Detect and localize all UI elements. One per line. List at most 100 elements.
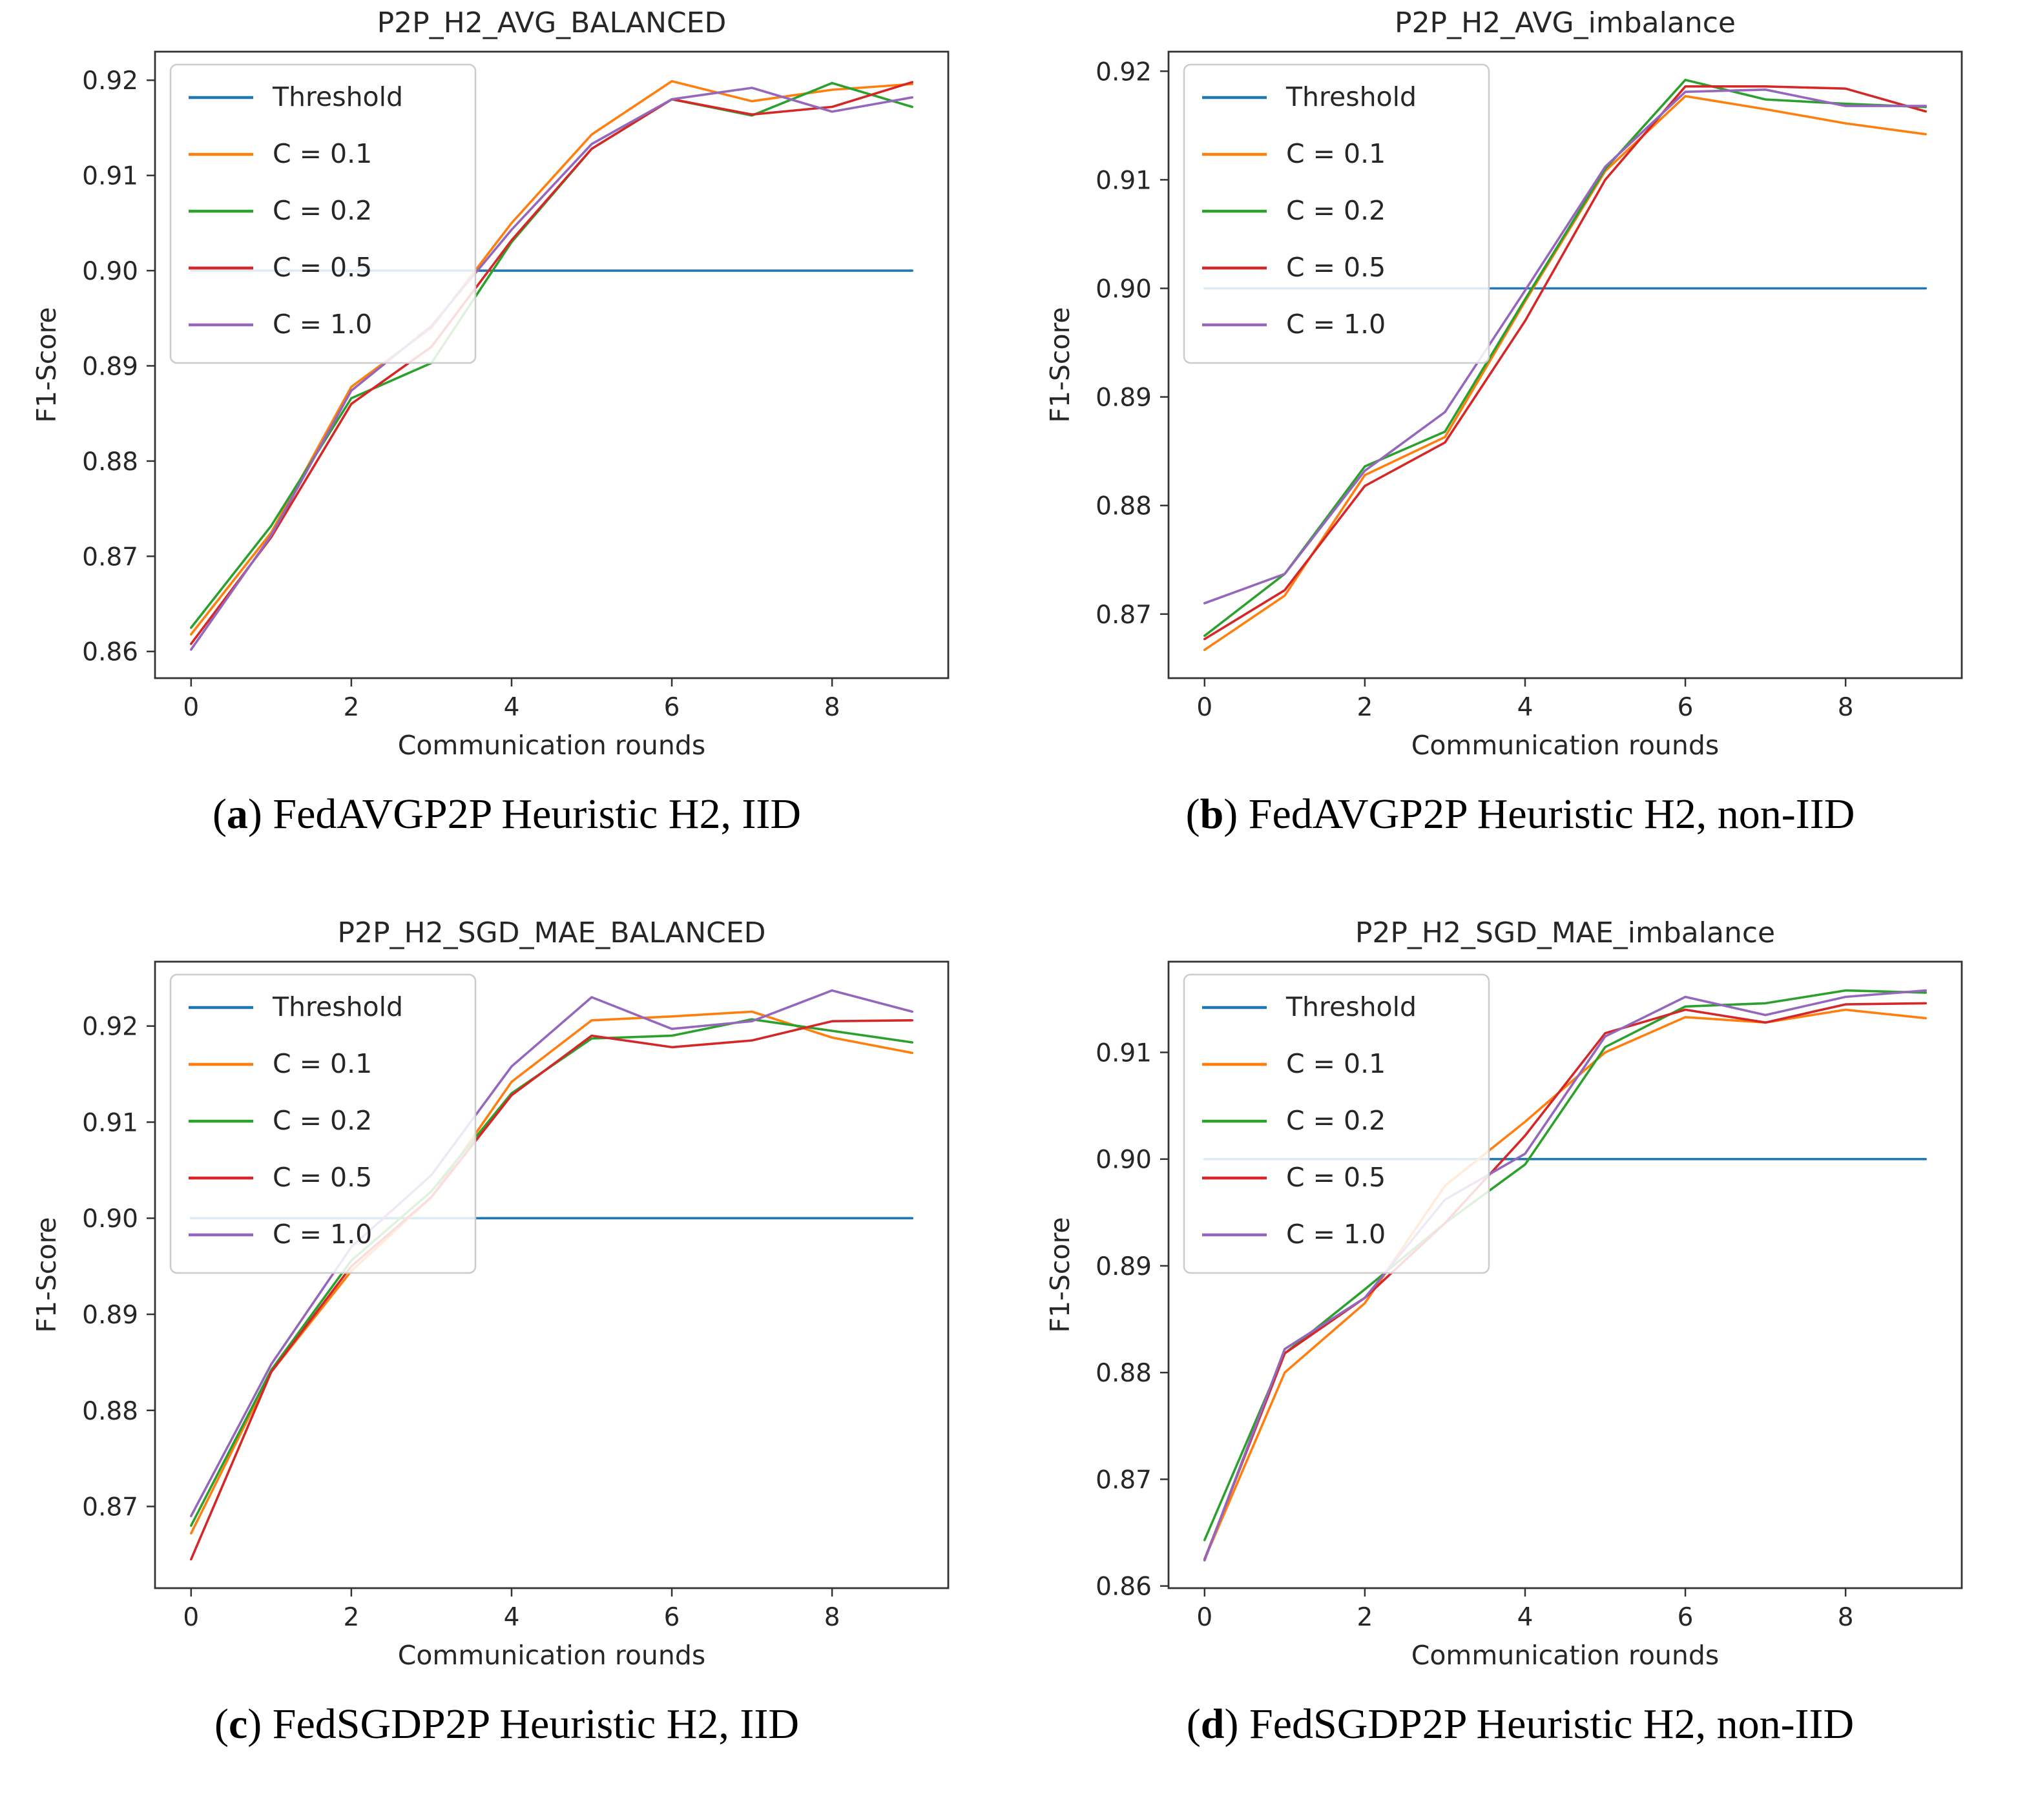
series-line-c-0.1 [1203, 1008, 1927, 1561]
x-tick-label: 8 [1838, 1603, 1854, 1632]
legend-box [1183, 973, 1490, 1274]
x-tick-label: 6 [664, 1603, 680, 1632]
line-chart-d: P2P_H2_SGD_MAE_imbalance 0.86 0.87 0.88 0.89… [1014, 910, 2027, 1675]
y-tick-label: 0.88 [82, 1397, 138, 1426]
legend-label: C = 0.1 [273, 138, 372, 169]
series-line-c-0.5 [189, 1019, 913, 1561]
legend-box [169, 973, 477, 1274]
y-axis-label: F1-Score [1045, 1217, 1076, 1332]
plot-area-border [154, 50, 950, 679]
series-line-c-1.0 [1203, 989, 1927, 1562]
legend-label: C = 0.2 [1286, 195, 1386, 226]
caption-letter-d: d [1200, 1701, 1225, 1748]
legend-label: Threshold [272, 991, 403, 1022]
plot-title: P2P_H2_SGD_MAE_BALANCED [337, 916, 765, 949]
y-tick-label: 0.92 [82, 1013, 138, 1042]
series-line-c-0.1 [189, 79, 913, 636]
legend-label: C = 0.1 [273, 1048, 372, 1079]
y-axis-label: F1-Score [1045, 307, 1076, 422]
x-tick-label: 4 [504, 1603, 520, 1632]
caption-letter-c: c [229, 1701, 248, 1748]
plot-title: P2P_H2_SGD_MAE_imbalance [1355, 916, 1775, 949]
chart-svg-a: P2P_H2_AVG_BALANCED 0.86 0.87 0.88 0.89 0.90 0… [31, 6, 950, 761]
x-tick-label: 6 [1678, 693, 1694, 722]
legend-label: Threshold [1285, 81, 1417, 112]
caption-text-b: FedAVGP2P Heuristic H2, non-IID [1248, 791, 1855, 838]
x-tick-label: 0 [183, 1603, 199, 1632]
y-tick-label: 0.89 [82, 1301, 138, 1330]
caption-b: (b) FedAVGP2P Heuristic H2, non-IID [1185, 791, 1855, 838]
chart-panel-a: P2P_H2_AVG_BALANCED 0.86 0.87 0.88 0.89 0.90 0… [0, 0, 1014, 910]
series-line-c-0.2 [1203, 989, 1927, 1542]
x-tick-label: 2 [1357, 1603, 1373, 1632]
series-line-c-0.2 [1203, 78, 1927, 637]
plot-title: P2P_H2_AVG_imbalance [1395, 6, 1736, 39]
legend-label: Threshold [272, 81, 403, 112]
chart-svg-b: P2P_H2_AVG_imbalance 0.87 0.88 0.89 0.90 0.91… [1045, 6, 1963, 761]
x-axis-label: Communication rounds [1411, 1640, 1720, 1671]
line-chart-b: P2P_H2_AVG_imbalance 0.87 0.88 0.89 0.90 0.91… [1014, 0, 2027, 765]
y-tick-label: 0.90 [1096, 1146, 1152, 1175]
y-tick-label: 0.86 [1096, 1573, 1152, 1602]
caption-a: (a) FedAVGP2P Heuristic H2, IID [212, 791, 802, 838]
y-tick-label: 0.87 [82, 543, 138, 572]
y-tick-label: 0.89 [1096, 384, 1152, 413]
y-tick-label: 0.89 [1096, 1252, 1152, 1281]
series-line-c-0.5 [1203, 85, 1927, 641]
x-tick-label: 0 [183, 693, 199, 722]
caption-text-a: FedAVGP2P Heuristic H2, IID [273, 791, 802, 838]
legend-label: C = 1.0 [1286, 309, 1386, 340]
caption-letter-b: b [1200, 791, 1224, 838]
caption-d: (d) FedSGDP2P Heuristic H2, non-IID [1186, 1701, 1855, 1748]
y-axis-label: F1-Score [31, 307, 62, 422]
y-tick-label: 0.91 [1096, 166, 1152, 195]
y-tick-label: 0.87 [1096, 601, 1152, 630]
legend-label: C = 0.5 [1286, 252, 1386, 283]
chart-panel-b: P2P_H2_AVG_imbalance 0.87 0.88 0.89 0.90 0.91… [1014, 0, 2027, 910]
y-tick-label: 0.88 [1096, 1359, 1152, 1388]
plot-title: P2P_H2_AVG_BALANCED [377, 6, 727, 39]
caption-c: (c) FedSGDP2P Heuristic H2, IID [214, 1701, 799, 1748]
y-tick-label: 0.87 [1096, 1465, 1152, 1494]
y-tick-label: 0.91 [82, 162, 138, 191]
legend-label: C = 0.5 [273, 252, 372, 283]
series-line-c-0.5 [1203, 1002, 1927, 1561]
y-tick-label: 0.88 [82, 448, 138, 477]
x-tick-label: 4 [1517, 1603, 1533, 1632]
x-tick-label: 8 [824, 693, 840, 722]
y-tick-label: 0.88 [1096, 492, 1152, 521]
x-tick-label: 6 [1678, 1603, 1694, 1632]
legend-box [1183, 63, 1490, 364]
legend-label: C = 0.2 [273, 195, 372, 226]
x-tick-label: 0 [1196, 1603, 1212, 1632]
y-tick-label: 0.90 [82, 257, 138, 286]
legend-label: C = 1.0 [1286, 1219, 1386, 1250]
y-tick-label: 0.86 [82, 638, 138, 667]
line-chart-a: P2P_H2_AVG_BALANCED 0.86 0.87 0.88 0.89 0.90 0… [0, 0, 1014, 765]
series-line-c-1.0 [1203, 88, 1927, 605]
legend-label: Threshold [1285, 991, 1417, 1022]
x-tick-label: 4 [504, 693, 520, 722]
legend-label: C = 0.5 [1286, 1162, 1386, 1193]
y-tick-label: 0.90 [82, 1205, 138, 1234]
y-tick-label: 0.91 [1096, 1039, 1152, 1068]
x-tick-label: 6 [664, 693, 680, 722]
y-axis-label: F1-Score [31, 1217, 62, 1332]
legend-label: C = 1.0 [273, 1219, 372, 1250]
plot-area-border [1167, 960, 1963, 1589]
chart-panel-c: P2P_H2_SGD_MAE_BALANCED 0.87 0.88 0.89 0.90 0… [0, 910, 1014, 1820]
x-tick-label: 8 [824, 1603, 840, 1632]
plot-area-border [154, 960, 950, 1589]
x-axis-label: Communication rounds [398, 730, 706, 761]
x-tick-label: 4 [1517, 693, 1533, 722]
x-axis-label: Communication rounds [1411, 730, 1720, 761]
y-tick-label: 0.92 [1096, 57, 1152, 87]
series-line-c-0.5 [189, 81, 913, 645]
legend-label: C = 0.5 [273, 1162, 372, 1193]
y-tick-label: 0.91 [82, 1108, 138, 1137]
x-axis-label: Communication rounds [398, 1640, 706, 1671]
line-chart-c: P2P_H2_SGD_MAE_BALANCED 0.87 0.88 0.89 0.90 0… [0, 910, 1014, 1675]
caption-text-c: FedSGDP2P Heuristic H2, IID [272, 1701, 799, 1748]
caption-letter-a: a [226, 791, 248, 838]
